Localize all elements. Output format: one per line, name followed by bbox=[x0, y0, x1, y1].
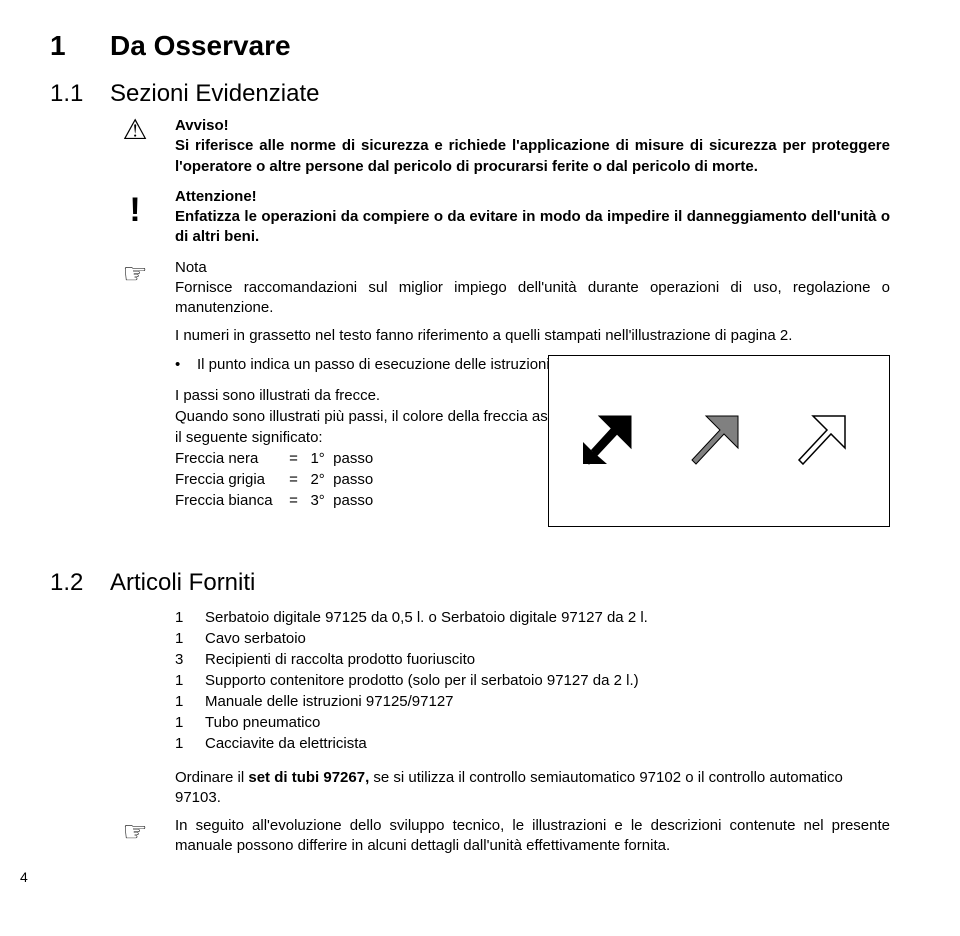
h1-number: 1 bbox=[50, 30, 110, 62]
bullet-icon: • bbox=[175, 355, 197, 375]
heading-1-2: 1.2 Articoli Forniti bbox=[50, 569, 910, 597]
passi-row: Freccia grigia = 2° passo bbox=[175, 469, 595, 490]
hand-icon: ☞ bbox=[110, 260, 160, 288]
avviso-label: Avviso! bbox=[175, 117, 229, 134]
heading-1: 1 Da Osservare bbox=[50, 30, 910, 62]
steps-block: I passi sono illustrati da frecce. Quand… bbox=[175, 385, 595, 511]
bullet-item: • Il punto indica un passo di esecuzione… bbox=[175, 355, 595, 375]
arrow-white-icon bbox=[791, 406, 861, 476]
attenzione-text: Enfatizza le operazioni da compiere o da… bbox=[175, 208, 890, 245]
attenzione-block: Attenzione! Enfatizza le operazioni da c… bbox=[175, 187, 890, 248]
passi-intro1: I passi sono illustrati da frecce. bbox=[175, 385, 595, 406]
bullet-text: Il punto indica un passo di esecuzione d… bbox=[197, 355, 595, 375]
exclaim-icon: ! bbox=[110, 193, 160, 227]
h1-title: Da Osservare bbox=[110, 30, 291, 62]
numeri-text: I numeri in grassetto nel testo fanno ri… bbox=[175, 326, 890, 346]
arrows-illustration bbox=[548, 355, 890, 527]
h2-number: 1.2 bbox=[50, 569, 110, 597]
final-note: In seguito all'evoluzione dello sviluppo… bbox=[175, 816, 890, 857]
items-list: 1Serbatoio digitale 97125 da 0,5 l. o Se… bbox=[175, 607, 890, 809]
list-item: 1Supporto contenitore prodotto (solo per… bbox=[175, 670, 890, 691]
list-item: 1Serbatoio digitale 97125 da 0,5 l. o Se… bbox=[175, 607, 890, 628]
nota-label: Nota bbox=[175, 259, 207, 276]
order-pre: Ordinare il bbox=[175, 769, 248, 786]
list-item: 1Tubo pneumatico bbox=[175, 712, 890, 733]
order-note: Ordinare il set di tubi 97267, se si uti… bbox=[175, 768, 890, 809]
nota-text: Fornisce raccomandazioni sul miglior imp… bbox=[175, 279, 890, 316]
passi-row: Freccia nera = 1° passo bbox=[175, 448, 595, 469]
hand-icon: ☞ bbox=[110, 818, 160, 846]
avviso-block: Avviso! Si riferisce alle norme di sicur… bbox=[175, 116, 890, 177]
passi-intro2: Quando sono illustrati più passi, il col… bbox=[175, 406, 595, 448]
warning-icon: ⚠ bbox=[110, 116, 160, 144]
arrow-gray-icon bbox=[684, 406, 754, 476]
h2-title: Sezioni Evidenziate bbox=[110, 80, 319, 108]
attenzione-label: Attenzione! bbox=[175, 188, 257, 205]
page: 1 Da Osservare 1.1 Sezioni Evidenziate ⚠… bbox=[0, 0, 960, 895]
h2-title: Articoli Forniti bbox=[110, 569, 255, 597]
avviso-text: Si riferisce alle norme di sicurezza e r… bbox=[175, 137, 890, 174]
list-item: 3Recipienti di raccolta prodotto fuorius… bbox=[175, 649, 890, 670]
nota-block: Nota Fornisce raccomandazioni sul miglio… bbox=[175, 258, 890, 319]
list-item: 1Manuale delle istruzioni 97125/97127 bbox=[175, 691, 890, 712]
h2-number: 1.1 bbox=[50, 80, 110, 108]
order-bold: set di tubi 97267, bbox=[248, 769, 373, 786]
heading-1-1: 1.1 Sezioni Evidenziate bbox=[50, 80, 910, 108]
list-item: 1Cacciavite da elettricista bbox=[175, 733, 890, 754]
page-number: 4 bbox=[20, 869, 28, 885]
list-item: 1Cavo serbatoio bbox=[175, 628, 890, 649]
passi-row: Freccia bianca = 3° passo bbox=[175, 490, 595, 511]
arrow-black-icon bbox=[577, 406, 647, 476]
